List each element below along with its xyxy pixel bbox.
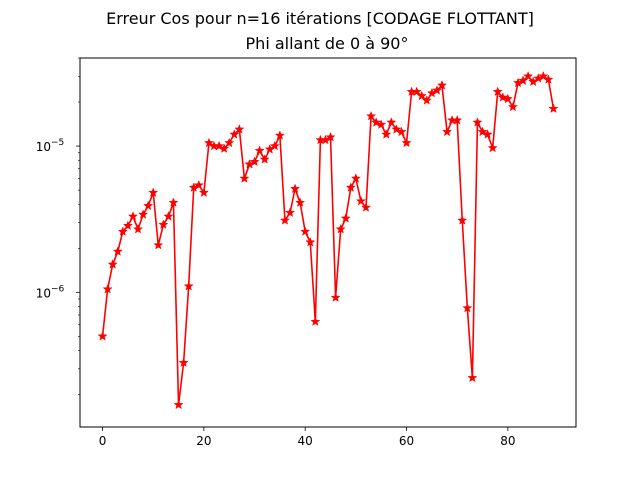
data-point [290,183,301,194]
data-point [548,103,559,114]
data-point [224,137,235,148]
data-point [274,130,285,140]
data-point [477,126,488,137]
data-point [467,372,478,383]
data-point [143,200,154,211]
data-point [153,239,164,250]
data-point [259,154,270,164]
y-tick-label: 10 −5 [36,138,65,154]
data-point [335,223,346,234]
data-point [345,182,356,192]
data-point [386,117,397,127]
data-point [117,226,128,236]
x-tick-label: 40 [298,434,313,448]
data-point [457,215,468,225]
data-point [127,211,138,221]
data-point [340,213,351,223]
data-point [305,236,316,247]
data-point [482,129,493,139]
y-tick-label-base: 10 [36,140,51,154]
data-point [401,137,412,148]
data-point [138,209,149,219]
data-point [366,110,377,121]
data-point [492,86,503,97]
data-point [325,131,336,142]
data-point [239,173,250,183]
data-point [168,197,179,207]
data-point [295,197,306,207]
data-point [219,143,230,153]
data-point [355,195,366,206]
data-point [436,80,448,90]
data-point [132,223,144,234]
data-point [97,331,108,341]
data-point [163,211,174,221]
data-point [543,74,554,84]
data-point [122,220,133,231]
data-point [391,124,402,134]
x-tick-label: 80 [500,434,515,448]
data-point [234,124,245,134]
data-point [102,283,113,294]
data-point [229,129,240,139]
data-point [310,316,321,326]
data-point [178,357,189,368]
data-point [421,95,432,105]
data-point [269,140,280,151]
data-point [249,156,260,167]
data-point [381,129,392,139]
data-point [284,207,296,218]
series-layer [97,70,559,410]
data-point [158,219,169,229]
data-point [112,246,123,256]
data-point [452,114,463,125]
x-tick-label: 0 [99,434,107,448]
data-point [431,85,442,95]
data-point [497,92,508,102]
y-tick-label-exponent: −5 [51,138,64,148]
data-point [254,145,265,155]
data-point [538,70,549,81]
data-point [371,117,382,127]
chart-subtitle: Phi allant de 0 à 90° [246,34,409,53]
data-point [330,292,341,302]
plot-area [80,58,576,427]
data-point [507,101,518,112]
data-point [416,90,427,101]
data-point [173,399,184,410]
data-point [203,137,214,148]
data-point [198,187,209,197]
y-tick-label-base: 10 [36,286,51,300]
x-tick-label: 60 [399,434,414,448]
data-point [396,126,407,137]
data-point [107,259,118,269]
data-point [350,173,361,183]
data-point [300,226,311,236]
data-point [183,280,194,291]
data-point [502,93,513,104]
data-point [472,117,483,127]
data-point [214,140,225,151]
data-point [487,142,498,153]
data-point [462,302,473,313]
y-tick-label: 10 −6 [36,284,65,300]
chart-title: Erreur Cos pour n=16 itérations [CODAGE … [106,9,534,28]
data-point [148,187,159,197]
data-point [376,119,387,129]
x-tick-label: 20 [196,434,211,448]
data-point [360,202,372,212]
data-point [442,126,453,137]
y-tick-label-exponent: −6 [51,284,65,294]
plot-frame [79,57,577,428]
data-point [193,179,204,190]
data-point [523,70,534,81]
data-point [411,86,422,97]
data-point [279,215,290,225]
